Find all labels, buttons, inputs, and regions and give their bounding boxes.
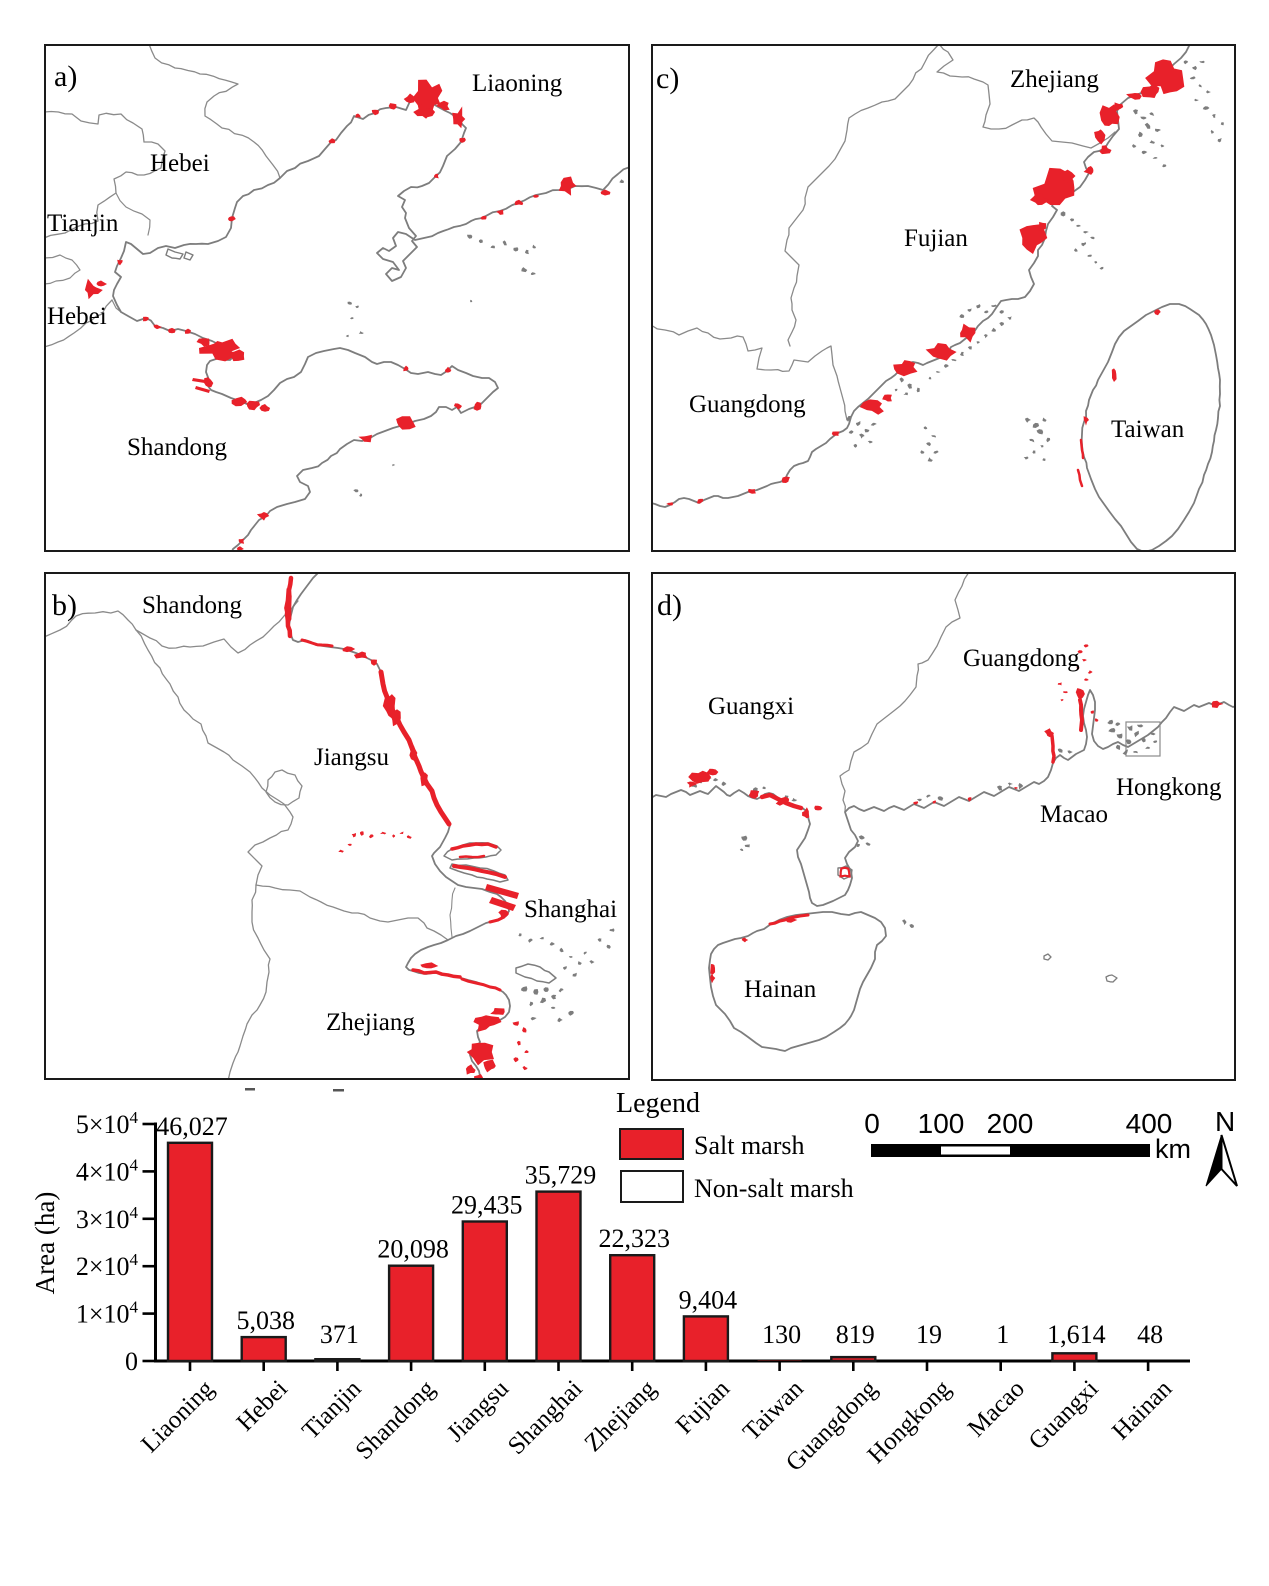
svg-text:d): d)	[657, 589, 682, 622]
svg-text:Hainan: Hainan	[744, 976, 817, 1003]
svg-text:3×104: 3×104	[76, 1203, 139, 1234]
svg-text:Non-salt marsh: Non-salt marsh	[694, 1174, 854, 1203]
svg-text:1×104: 1×104	[76, 1298, 139, 1329]
svg-text:Shanghai: Shanghai	[524, 896, 617, 923]
svg-text:Zhejiang: Zhejiang	[1010, 66, 1099, 93]
svg-text:Macao: Macao	[1040, 801, 1108, 828]
svg-text:35,729: 35,729	[525, 1161, 597, 1190]
svg-text:19: 19	[916, 1320, 942, 1349]
svg-text:Hongkong: Hongkong	[1116, 774, 1222, 801]
svg-text:371: 371	[320, 1320, 359, 1349]
svg-text:5×104: 5×104	[76, 1108, 139, 1139]
svg-text:Shandong: Shandong	[142, 592, 243, 619]
svg-text:20,098: 20,098	[377, 1235, 449, 1264]
svg-text:Salt marsh: Salt marsh	[694, 1131, 805, 1160]
svg-text:819: 819	[836, 1320, 875, 1349]
svg-text:2×104: 2×104	[76, 1250, 139, 1281]
svg-text:a): a)	[54, 60, 77, 93]
svg-text:Guangdong: Guangdong	[963, 645, 1080, 672]
svg-text:b): b)	[52, 589, 77, 622]
svg-text:400: 400	[1126, 1108, 1173, 1139]
svg-text:48: 48	[1137, 1320, 1163, 1349]
svg-text:Legend: Legend	[616, 1088, 700, 1119]
svg-text:Jiangsu: Jiangsu	[314, 744, 390, 771]
svg-text:Shandong: Shandong	[127, 434, 228, 461]
svg-text:Tianjin: Tianjin	[47, 210, 119, 237]
svg-text:100: 100	[918, 1108, 965, 1139]
svg-text:Hebei: Hebei	[47, 303, 107, 330]
svg-text:c): c)	[656, 62, 679, 95]
svg-text:N: N	[1215, 1106, 1235, 1137]
svg-text:29,435: 29,435	[451, 1191, 523, 1220]
svg-text:Liaoning: Liaoning	[472, 70, 563, 97]
svg-text:46,027: 46,027	[156, 1112, 228, 1141]
svg-text:0: 0	[125, 1347, 138, 1376]
svg-text:9,404: 9,404	[679, 1285, 738, 1314]
svg-text:0: 0	[864, 1108, 880, 1139]
svg-text:km: km	[1155, 1134, 1191, 1164]
svg-text:Guangxi: Guangxi	[708, 693, 794, 720]
svg-text:4×104: 4×104	[76, 1155, 139, 1186]
svg-text:Guangdong: Guangdong	[689, 391, 806, 418]
svg-text:1,614: 1,614	[1047, 1320, 1106, 1349]
svg-text:22,323: 22,323	[598, 1224, 670, 1253]
svg-text:1: 1	[996, 1320, 1009, 1349]
svg-text:Zhejiang: Zhejiang	[326, 1009, 415, 1036]
svg-text:Fujian: Fujian	[904, 225, 968, 252]
svg-text:Area (ha): Area (ha)	[30, 1192, 60, 1295]
svg-text:Hebei: Hebei	[150, 150, 210, 177]
svg-text:Taiwan: Taiwan	[1111, 416, 1185, 443]
svg-text:200: 200	[987, 1108, 1034, 1139]
svg-text:5,038: 5,038	[236, 1306, 295, 1335]
svg-text:130: 130	[762, 1320, 801, 1349]
